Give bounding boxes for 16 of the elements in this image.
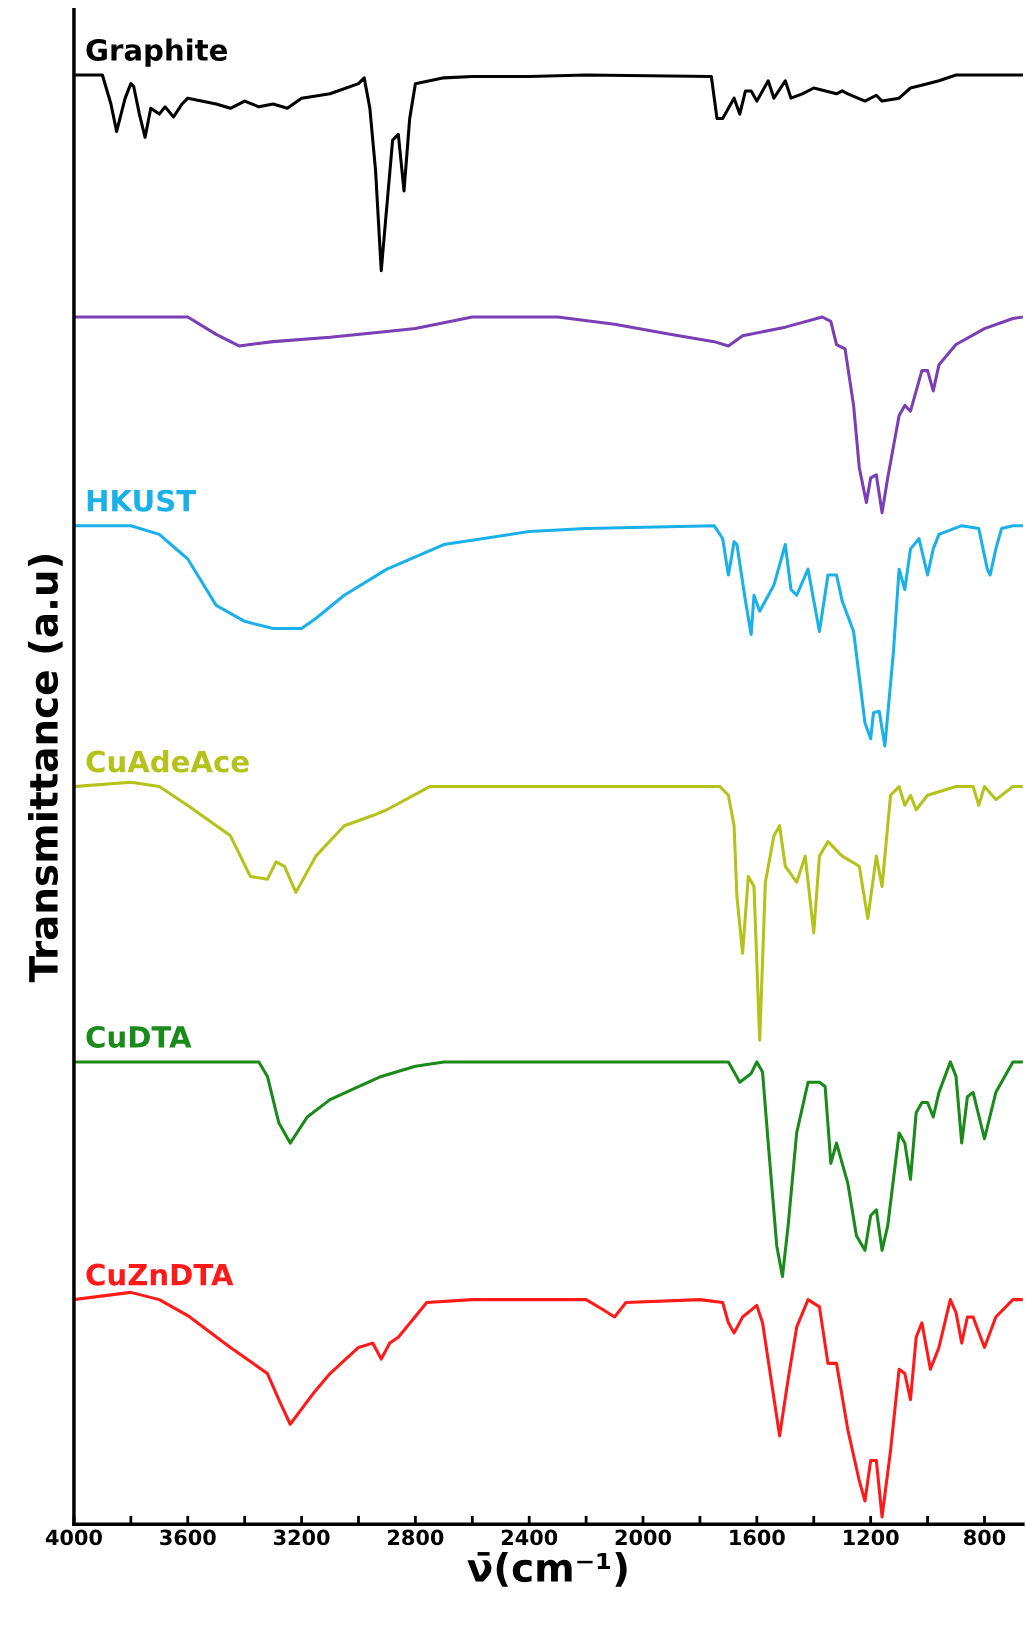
series-label: HKUST: [87, 489, 196, 512]
x-tick-label: 1200: [844, 1529, 899, 1546]
x-tick-label: 3600: [160, 1529, 216, 1546]
series-label: CuDTA: [86, 1025, 192, 1048]
y-axis-title: Transmittance (a.u): [27, 555, 63, 983]
series-label: Graphite: [86, 38, 228, 67]
x-tick-label: 2800: [388, 1529, 444, 1546]
x-tick-label: 4000: [45, 1529, 102, 1546]
series-label: CuAdeAce: [86, 750, 249, 773]
x-tick-label: 800: [964, 1529, 1006, 1546]
x-tick-label: 1600: [730, 1529, 785, 1546]
x-tick-label: 3200: [273, 1529, 330, 1546]
x-axis-title: ν̄(cm⁻¹): [467, 1552, 627, 1587]
x-tick-label: 2400: [501, 1529, 558, 1546]
series-label: CuZnDTA: [86, 1263, 234, 1286]
x-tick-label: 2000: [615, 1529, 672, 1546]
